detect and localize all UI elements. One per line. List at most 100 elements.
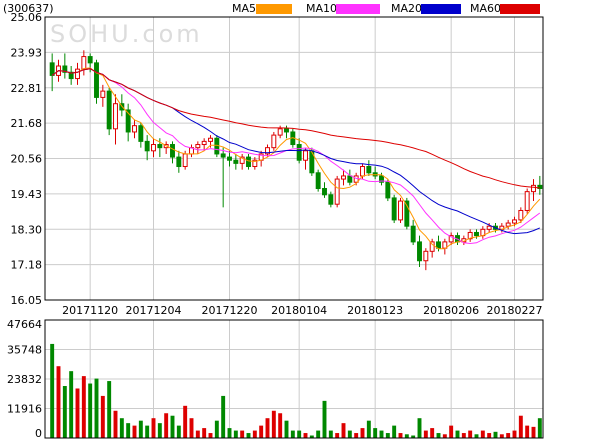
volume-bar: [537, 418, 542, 438]
candle-body: [366, 166, 372, 174]
candle-body: [265, 147, 270, 155]
candle-body: [220, 153, 226, 158]
volume-bar: [430, 428, 435, 438]
price-tick-label: 25.06: [11, 11, 43, 24]
volume-bar: [411, 435, 416, 438]
legend-ma5-swatch: [256, 4, 292, 14]
volume-bar: [328, 430, 333, 438]
price-tick-label: 16.05: [11, 294, 43, 307]
volume-tick-label: 0: [35, 427, 42, 440]
candle-body: [125, 109, 131, 133]
candle-body: [284, 128, 289, 133]
date-label: 20171204: [126, 304, 182, 317]
candle-body: [486, 225, 492, 230]
volume-bar: [461, 433, 466, 438]
candle-body: [182, 153, 188, 168]
volume-bar: [138, 420, 143, 438]
volume-bar: [214, 420, 219, 438]
candle-body: [106, 90, 112, 130]
volume-bar: [309, 435, 314, 438]
volume-tick-label: 11916: [7, 403, 42, 416]
volume-bar: [512, 430, 517, 438]
volume-bar: [297, 430, 302, 438]
volume-bar: [246, 433, 251, 438]
moving-averages: [51, 67, 541, 250]
candle-body: [518, 209, 524, 221]
volume-bar: [259, 425, 264, 438]
candle-body: [94, 62, 99, 98]
volume-panel-border: [44, 319, 544, 439]
candle-body: [328, 194, 334, 205]
candle-body: [132, 125, 137, 133]
volume-bar: [322, 400, 327, 438]
ma5-line: [51, 67, 541, 250]
candle-body: [512, 219, 517, 224]
volume-bars: [50, 343, 542, 438]
panel-borders: [44, 16, 544, 439]
date-label: 20171120: [62, 304, 118, 317]
volume-bar: [442, 434, 447, 438]
volume-bar: [227, 428, 232, 438]
candle-body: [436, 241, 441, 249]
volume-bar: [202, 428, 207, 438]
volume-bar: [157, 423, 162, 438]
candle-body: [524, 191, 530, 211]
candle-body: [404, 200, 410, 227]
volume-bar: [113, 410, 118, 438]
candle-body: [271, 134, 277, 149]
candle-body: [151, 144, 156, 152]
candle-body: [62, 65, 68, 73]
volume-bar: [499, 434, 504, 438]
candle-body: [303, 150, 308, 161]
volume-bar: [164, 413, 169, 438]
volume-bar: [379, 430, 384, 438]
date-axis: 20171120 20171204 20171220 20180104 20180123…: [62, 304, 542, 317]
volume-bar: [335, 433, 340, 438]
candle-body: [423, 250, 429, 262]
volume-bar: [487, 433, 492, 438]
volume-bar: [392, 425, 397, 438]
volume-bar: [493, 431, 498, 438]
volume-bar: [474, 434, 479, 438]
price-tick-label: 17.18: [11, 259, 43, 272]
volume-bar: [75, 388, 80, 438]
volume-bar: [56, 366, 61, 438]
candle-body: [113, 103, 118, 130]
volume-bar: [525, 425, 530, 438]
candle-body: [391, 197, 397, 221]
volume-bar: [233, 430, 238, 438]
volume-axis: 47664 35748 23832 11916 0: [7, 318, 42, 440]
legend-ma60-label: MA60: [470, 2, 501, 15]
volume-bar: [252, 430, 257, 438]
volume-bar: [126, 423, 131, 438]
volume-tick-label: 23832: [7, 373, 42, 386]
volume-bar: [119, 418, 124, 438]
candle-body: [138, 125, 144, 142]
volume-bar: [468, 430, 473, 438]
legend-ma10-label: MA10: [306, 2, 337, 15]
legend-ma60-swatch: [500, 4, 540, 14]
price-tick-label: 23.93: [11, 46, 43, 59]
volume-bar: [518, 415, 523, 438]
candle-body: [81, 56, 87, 70]
date-label: 20180123: [347, 304, 403, 317]
candle-body: [467, 231, 473, 240]
ma10-line: [51, 68, 541, 245]
candle-body: [410, 225, 416, 243]
candle-body: [208, 137, 213, 142]
volume-bar: [290, 430, 295, 438]
volume-bar: [81, 376, 86, 438]
volume-bar: [265, 418, 270, 438]
candlesticks: [49, 50, 543, 271]
candle-body: [398, 200, 403, 221]
ma20-line: [51, 68, 540, 235]
volume-bar: [107, 381, 112, 438]
volume-bar: [417, 418, 422, 438]
volume-bar: [480, 430, 485, 438]
volume-bar: [132, 425, 137, 438]
date-label: 20171220: [202, 304, 258, 317]
candle-body: [227, 156, 232, 161]
volume-bar: [195, 430, 200, 438]
volume-bar: [455, 430, 460, 438]
